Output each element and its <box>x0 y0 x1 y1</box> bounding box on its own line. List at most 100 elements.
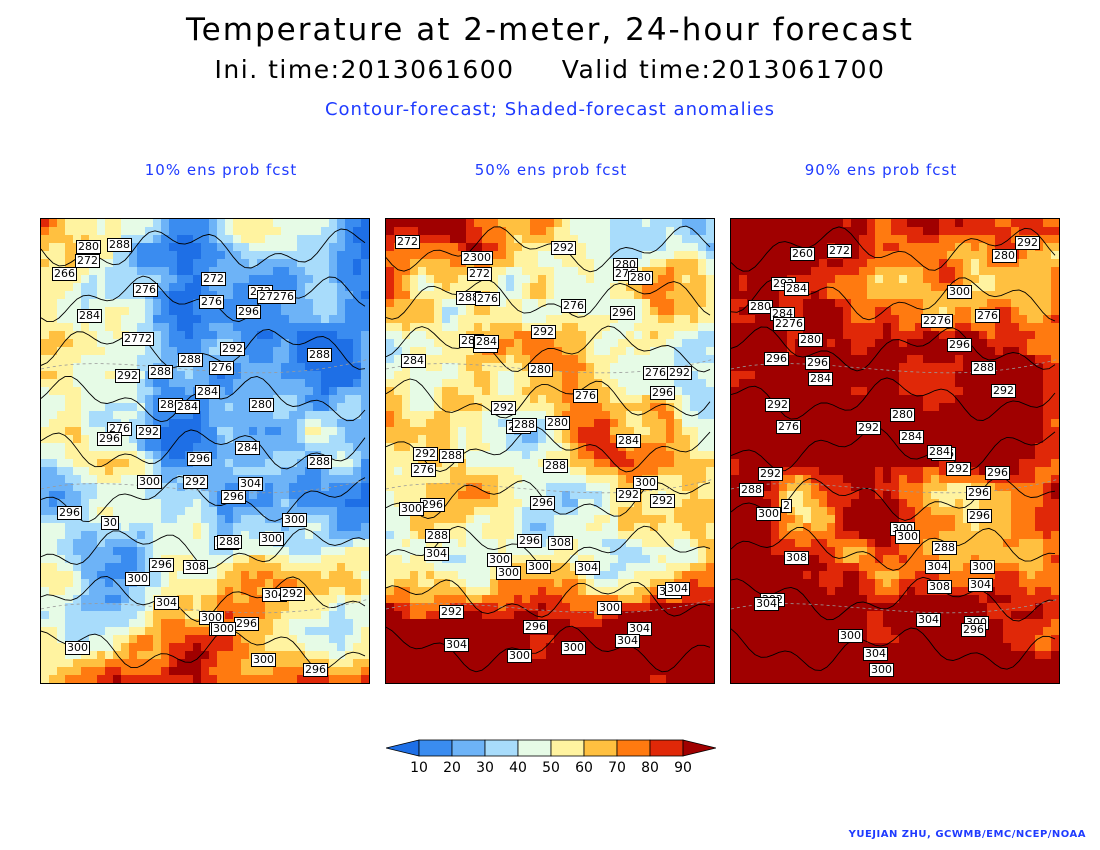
contour-label: 300 <box>597 601 622 615</box>
contour-label: 300 <box>869 663 894 677</box>
contour-label: 300 <box>507 649 532 663</box>
contour-label: 288 <box>439 449 464 463</box>
contour-label: 296 <box>805 356 830 370</box>
political-boundary-line <box>386 598 714 614</box>
legend-tick-label: 20 <box>443 760 461 776</box>
contour-label: 292 <box>551 241 576 255</box>
contour-label: 304 <box>968 578 993 592</box>
author-credit: YUEJIAN ZHU, GCWMB/EMC/NCEP/NOAA <box>848 829 1086 840</box>
legend-tick-label: 10 <box>410 760 428 776</box>
contour-label: 296 <box>530 496 555 510</box>
contour-label: 276 <box>411 463 436 477</box>
legend-tick-label: 80 <box>641 760 659 776</box>
contour-label: 276 <box>643 366 668 380</box>
political-boundary-line <box>386 478 714 494</box>
contour-label: 296 <box>967 509 992 523</box>
contour-label: 292 <box>667 366 692 380</box>
contour-label: 296 <box>221 490 246 504</box>
color-legend-bar <box>386 739 716 757</box>
contour-label: 308 <box>784 551 809 565</box>
contour-label: 304 <box>925 560 950 574</box>
contour-label: 300 <box>211 622 236 636</box>
contour-label: 296 <box>236 305 261 319</box>
contour-label: 296 <box>420 498 445 512</box>
temperature-contour-line <box>731 526 1056 571</box>
contour-label: 296 <box>517 534 542 548</box>
contour-label: 292 <box>1015 236 1040 250</box>
contour-label: 300 <box>65 641 90 655</box>
temperature-contour-line <box>386 625 711 673</box>
map-panel-50: 292 272 2300 280 272 276 280 288 276 276 296 292 284… <box>385 218 715 684</box>
legend-swatch <box>451 739 486 757</box>
panel-title-10: 10% ens prob fcst <box>144 161 298 179</box>
contour-label: 296 <box>985 466 1010 480</box>
contour-label: 300 <box>137 475 162 489</box>
contour-label: 304 <box>444 638 469 652</box>
contour-label: 276 <box>561 299 586 313</box>
contour-label: 296 <box>523 620 548 634</box>
anomaly-field <box>386 219 714 683</box>
contour-label: 276 <box>199 295 224 309</box>
contour-label: 288 <box>107 238 132 252</box>
contour-label: 276 <box>209 361 234 375</box>
contour-label: 300 <box>756 507 781 521</box>
contour-label: 300 <box>838 629 863 643</box>
legend-tick-label: 70 <box>608 760 626 776</box>
temperature-contour-line <box>386 378 711 419</box>
contour-label: 280 <box>628 271 653 285</box>
contour-label: 2 <box>781 499 792 513</box>
legend-swatch <box>484 739 519 757</box>
anomaly-field <box>731 219 1059 683</box>
contour-label: 284 <box>784 282 809 296</box>
chart-caption: Contour-forecast; Shaded-forecast anomal… <box>324 99 776 120</box>
contour-label: 296 <box>149 558 174 572</box>
political-boundary-line <box>41 598 369 614</box>
contour-label: 288 <box>307 348 332 362</box>
contour-label: 292 <box>491 401 516 415</box>
contour-label: 284 <box>235 441 260 455</box>
contour-label: 292 <box>280 587 305 601</box>
contour-label: 30 <box>101 516 119 530</box>
contour-label: 304 <box>575 561 600 575</box>
contour-label: 260 <box>790 247 815 261</box>
contour-label: 280 <box>528 363 553 377</box>
contour-label: 304 <box>615 634 640 648</box>
contour-label: 280 <box>545 416 570 430</box>
contour-label: 304 <box>154 596 179 610</box>
contour-label: 296 <box>57 506 82 520</box>
contour-label: 272 <box>467 267 492 281</box>
contour-label: 300 <box>487 553 512 567</box>
contour-label: 284 <box>175 400 200 414</box>
temperature-contour-line <box>731 326 1056 372</box>
legend-tick-label: 30 <box>476 760 494 776</box>
panel-title-90: 90% ens prob fcst <box>804 161 958 179</box>
political-boundary-line <box>41 478 369 494</box>
contour-label: 266 <box>52 267 77 281</box>
contour-label: 276 <box>133 283 158 297</box>
map-panel-90: 2922722602802923002842802762842276227628… <box>730 218 1060 684</box>
contour-label: 292 <box>220 342 245 356</box>
legend-tick-label: 50 <box>542 760 560 776</box>
contour-label: 300 <box>895 530 920 544</box>
legend-swatch <box>682 739 716 757</box>
contour-label: 272 <box>827 244 852 258</box>
contour-label: 300 <box>251 653 276 667</box>
contour-label: 292 <box>413 447 438 461</box>
contour-label: 292 <box>136 425 161 439</box>
contour-label: 276 <box>475 292 500 306</box>
contour-label: 284 <box>474 335 499 349</box>
temperature-contour-line <box>731 426 1056 472</box>
contour-label: 300 <box>561 641 586 655</box>
contour-label: 272 <box>395 235 420 249</box>
contour-label: 288 <box>971 361 996 375</box>
contour-label: 296 <box>610 306 635 320</box>
contour-label: 280 <box>992 249 1017 263</box>
contour-label: 300 <box>633 476 658 490</box>
contour-label: 304 <box>238 477 263 491</box>
temperature-contour-line <box>41 429 366 470</box>
contour-label: 308 <box>927 580 952 594</box>
legend-swatch <box>517 739 552 757</box>
contour-label: 292 <box>856 421 881 435</box>
contour-label: 300 <box>970 560 995 574</box>
temperature-contour-line <box>731 576 1056 622</box>
